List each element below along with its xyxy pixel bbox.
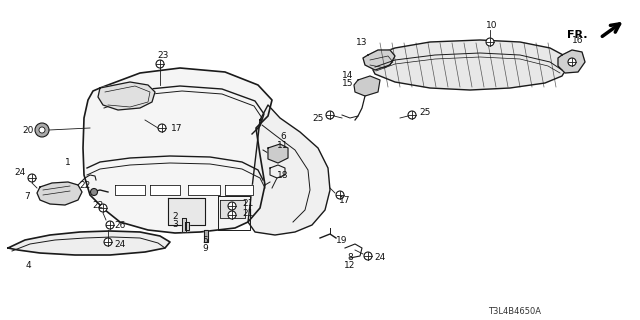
Text: 2: 2 xyxy=(172,212,178,220)
Text: 5: 5 xyxy=(202,236,208,244)
Circle shape xyxy=(228,211,236,219)
Circle shape xyxy=(364,252,372,260)
Text: 3: 3 xyxy=(172,220,178,228)
Text: 8: 8 xyxy=(347,253,353,262)
Polygon shape xyxy=(185,222,189,230)
Text: 23: 23 xyxy=(157,51,169,60)
Polygon shape xyxy=(363,50,395,70)
Polygon shape xyxy=(115,185,145,195)
Text: 22: 22 xyxy=(92,201,104,210)
Polygon shape xyxy=(248,105,330,235)
Circle shape xyxy=(156,60,164,68)
Circle shape xyxy=(326,111,334,119)
Polygon shape xyxy=(37,182,82,205)
Text: 9: 9 xyxy=(202,244,208,252)
Polygon shape xyxy=(168,198,205,225)
Text: 10: 10 xyxy=(486,20,498,29)
Polygon shape xyxy=(98,82,155,110)
Text: 18: 18 xyxy=(277,171,289,180)
Text: 24: 24 xyxy=(115,239,125,249)
Text: 16: 16 xyxy=(572,36,584,44)
Text: 26: 26 xyxy=(115,220,125,229)
Text: 15: 15 xyxy=(342,78,354,87)
Text: FR.: FR. xyxy=(568,30,588,40)
Text: 24: 24 xyxy=(14,167,26,177)
Text: 17: 17 xyxy=(339,196,351,204)
Text: 25: 25 xyxy=(312,114,324,123)
Text: 21: 21 xyxy=(243,198,253,207)
Polygon shape xyxy=(188,185,220,195)
Circle shape xyxy=(568,58,576,66)
Text: 24: 24 xyxy=(374,253,386,262)
Text: 13: 13 xyxy=(356,37,368,46)
Polygon shape xyxy=(220,200,245,218)
Circle shape xyxy=(99,204,107,212)
Polygon shape xyxy=(268,144,288,163)
Polygon shape xyxy=(8,231,170,255)
Circle shape xyxy=(486,38,494,46)
Circle shape xyxy=(106,221,114,229)
Polygon shape xyxy=(204,230,208,242)
Polygon shape xyxy=(182,218,186,232)
Text: 22: 22 xyxy=(79,180,91,189)
Circle shape xyxy=(408,111,416,119)
Text: 25: 25 xyxy=(419,108,431,116)
Polygon shape xyxy=(370,40,568,90)
Polygon shape xyxy=(83,68,272,233)
Circle shape xyxy=(39,127,45,133)
Text: 7: 7 xyxy=(24,191,30,201)
Circle shape xyxy=(35,123,49,137)
Circle shape xyxy=(90,188,97,196)
Text: 4: 4 xyxy=(25,261,31,270)
Polygon shape xyxy=(354,76,380,96)
Text: 21: 21 xyxy=(243,209,253,218)
Text: 6: 6 xyxy=(280,132,286,140)
Circle shape xyxy=(228,202,236,210)
Text: 1: 1 xyxy=(65,157,71,166)
Text: 11: 11 xyxy=(277,140,289,149)
Circle shape xyxy=(336,191,344,199)
Text: 19: 19 xyxy=(336,236,348,244)
Text: T3L4B4650A: T3L4B4650A xyxy=(488,308,541,316)
Text: 17: 17 xyxy=(172,124,183,132)
Circle shape xyxy=(158,124,166,132)
Text: 20: 20 xyxy=(22,125,34,134)
Polygon shape xyxy=(558,50,585,73)
Polygon shape xyxy=(150,185,180,195)
Text: 12: 12 xyxy=(344,261,356,270)
Circle shape xyxy=(28,174,36,182)
Polygon shape xyxy=(225,185,253,195)
Circle shape xyxy=(104,238,112,246)
Text: 14: 14 xyxy=(342,70,354,79)
